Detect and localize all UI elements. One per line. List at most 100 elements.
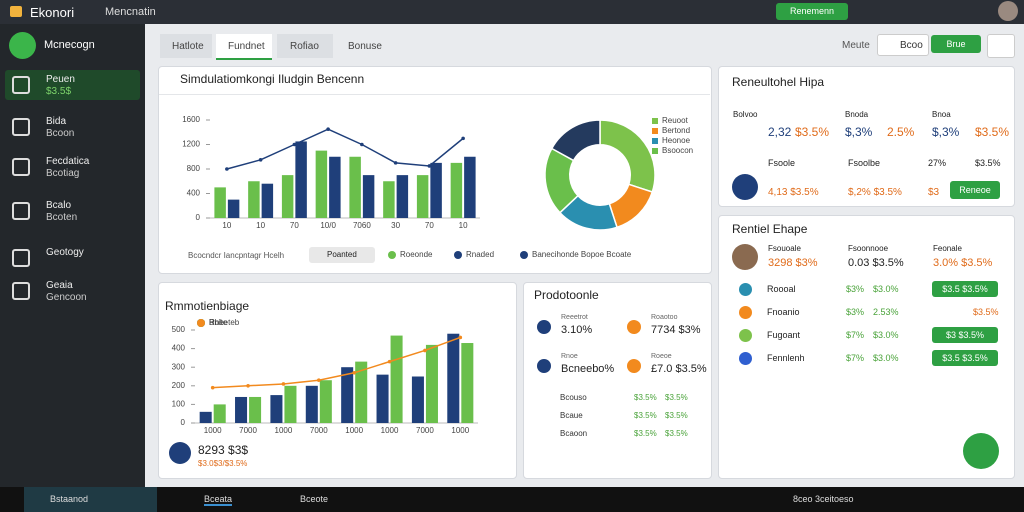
- nav-sub: Gencoon: [46, 292, 87, 303]
- task-search[interactable]: Bstaanod: [50, 494, 89, 504]
- search-box[interactable]: [877, 34, 929, 56]
- row-text: $3.5%: [665, 411, 688, 420]
- taskbar-search[interactable]: [24, 487, 157, 512]
- nav-icon[interactable]: [12, 202, 30, 220]
- card-label: Roeoe: [651, 353, 672, 360]
- slice: [599, 119, 656, 193]
- x-tick-label: 7060: [353, 221, 371, 230]
- card-value: 7734 $3%: [651, 324, 701, 336]
- brand-logo: [9, 32, 36, 59]
- avatar[interactable]: [998, 1, 1018, 21]
- tab[interactable]: Rofiao: [290, 41, 319, 52]
- tab-bg[interactable]: [277, 34, 333, 58]
- sum-value: 2.5%: [887, 125, 915, 139]
- task-app[interactable]: Bceata: [204, 494, 233, 506]
- legend-swatch: [652, 118, 658, 124]
- icon-button[interactable]: [987, 34, 1015, 58]
- legend-label: Banecihonde Bopoe Bcoate: [532, 250, 632, 259]
- panel-title: Rentiel Ehape: [732, 222, 808, 236]
- row-icon: [739, 283, 752, 296]
- x-tick-label: 7000: [416, 426, 434, 435]
- bar: [383, 181, 395, 218]
- nav-icon[interactable]: [12, 118, 30, 136]
- row-text: $3.5%: [634, 411, 657, 420]
- head-value: 3298 $3%: [768, 257, 818, 269]
- row-button[interactable]: $3.5 $3.5%: [932, 281, 998, 297]
- sum-value: $,3%: [932, 125, 960, 139]
- nav-label: Bida: [46, 116, 67, 127]
- sum-value: $3.5%: [975, 125, 1010, 139]
- bar: [199, 411, 212, 423]
- y-tick-label: 800: [187, 164, 201, 173]
- nav-label: Geaia: [46, 280, 73, 291]
- x-tick-label: 10: [222, 221, 231, 230]
- active-item-bg[interactable]: [5, 70, 140, 100]
- nav-icon[interactable]: [12, 76, 30, 94]
- row-v2: 2.53%: [873, 307, 899, 317]
- tab[interactable]: Bonuse: [348, 41, 382, 52]
- filter[interactable]: Bcocndcr Iancpntagr Hcelh: [188, 251, 285, 260]
- nav-label: Peuen: [46, 74, 75, 85]
- row-text: Bcouso: [560, 393, 587, 402]
- head-label: Feonale: [933, 244, 962, 253]
- point: [352, 370, 356, 375]
- y-tick-label: 0: [181, 418, 186, 427]
- point: [210, 385, 215, 390]
- point: [423, 348, 427, 353]
- card-icon: [537, 320, 551, 334]
- tab[interactable]: Hatlote: [172, 41, 204, 52]
- row-button[interactable]: $3.5 $3.5%: [932, 350, 998, 366]
- card-icon: [537, 359, 551, 373]
- nav-icon[interactable]: [12, 249, 30, 267]
- tab-active-bg[interactable]: [216, 34, 272, 60]
- slice: [550, 119, 601, 162]
- bar: [227, 199, 240, 218]
- sum-cell: Fsoole: [768, 158, 796, 168]
- tab-bg[interactable]: [160, 34, 212, 58]
- bar: [329, 156, 341, 218]
- row-icon: [739, 306, 752, 319]
- bar: [447, 333, 460, 423]
- app-name: Ekonori: [30, 5, 75, 20]
- row-v1: $3%: [846, 307, 865, 317]
- y-tick-label: 100: [172, 400, 186, 409]
- bar: [341, 367, 354, 423]
- bar: [261, 183, 274, 218]
- taskbar: [0, 487, 1024, 512]
- dropdown[interactable]: Poanted: [309, 247, 375, 263]
- x-tick-label: 70: [290, 221, 299, 230]
- nav-sub: Bcoten: [46, 212, 78, 223]
- action-button[interactable]: Brue: [931, 35, 981, 53]
- tab[interactable]: Fundnet: [228, 41, 265, 52]
- nav-label: Fecdatica: [46, 156, 90, 167]
- row-v2: $3.0%: [873, 330, 899, 340]
- row-button[interactable]: $3 $3.5%: [932, 327, 998, 343]
- x-tick-label: 1000: [275, 426, 293, 435]
- fab[interactable]: [963, 433, 999, 469]
- toolbar-label: Meute: [842, 40, 870, 51]
- nav-icon[interactable]: [12, 158, 30, 176]
- task-app[interactable]: Bceote: [300, 494, 329, 504]
- point: [281, 382, 286, 386]
- legend-swatch: [197, 319, 205, 327]
- bar: [396, 175, 409, 218]
- sum-button[interactable]: Reneoe: [950, 181, 1000, 199]
- head-label: Fsouoale: [768, 244, 801, 253]
- point: [461, 136, 465, 141]
- x-tick-label: 1000: [451, 426, 469, 435]
- search-text[interactable]: Bcoo: [900, 40, 923, 51]
- legend-swatch: [652, 148, 658, 154]
- sum-label: Bnoa: [932, 110, 951, 119]
- card-value: £7.0 $3.5%: [651, 363, 707, 375]
- row-text: Bcaue: [560, 411, 583, 420]
- card-label: Roaotoo: [651, 314, 678, 321]
- card-value: 3.10%: [561, 324, 593, 336]
- nav-sub: Bcoon: [46, 128, 75, 139]
- top-bar: [0, 0, 1024, 24]
- bar: [295, 141, 307, 218]
- legend-label: Bsoocon: [662, 146, 693, 155]
- sum-cell: $3: [928, 187, 940, 198]
- top-button[interactable]: Renemenn: [776, 3, 848, 20]
- nav-icon[interactable]: [12, 282, 30, 300]
- section[interactable]: Mencnatin: [105, 6, 156, 18]
